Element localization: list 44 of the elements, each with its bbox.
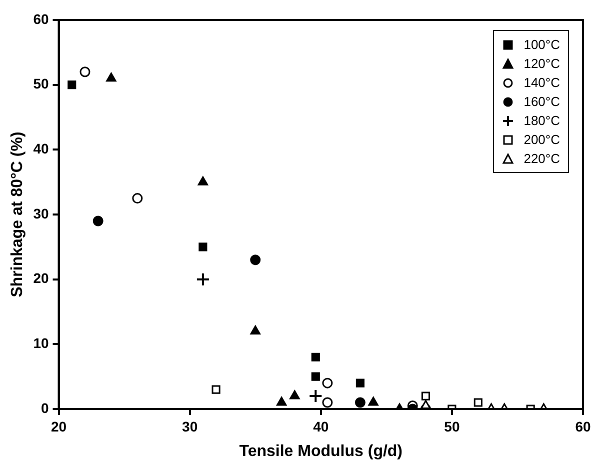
point <box>196 272 210 286</box>
x-tick-label: 40 <box>313 418 329 434</box>
y-tick-label: 40 <box>33 140 49 157</box>
legend-label: 160°C <box>524 94 560 109</box>
point <box>132 193 143 204</box>
point <box>290 390 300 400</box>
point <box>421 392 430 400</box>
legend-label: 100°C <box>524 37 560 52</box>
x-tick-label: 30 <box>182 418 198 434</box>
legend-label: 220°C <box>524 151 560 166</box>
legend-label: 120°C <box>524 56 560 71</box>
legend-label: 140°C <box>524 75 560 90</box>
x-tick-label: 60 <box>575 418 591 434</box>
point <box>356 378 364 388</box>
y-axis-title: Shrinkage at 80°C (%) <box>9 132 26 298</box>
x-axis-title: Tensile Modulus (g/d) <box>239 442 403 460</box>
point <box>92 216 104 226</box>
point <box>322 378 333 388</box>
point <box>250 325 260 334</box>
point <box>368 396 378 406</box>
point <box>308 389 323 404</box>
point <box>276 396 287 406</box>
point <box>474 398 482 407</box>
point <box>311 372 320 381</box>
point <box>311 352 320 362</box>
x-tick-label: 20 <box>50 418 67 434</box>
y-tick-label: 0 <box>40 400 49 416</box>
point <box>250 254 261 266</box>
y-tick-label: 20 <box>33 270 49 286</box>
point <box>198 242 208 252</box>
legend-label: 200°C <box>524 132 560 147</box>
point <box>354 397 366 408</box>
legend-label: 180°C <box>524 113 560 128</box>
point <box>106 72 116 82</box>
y-tick-label: 30 <box>33 205 49 222</box>
point <box>80 66 90 78</box>
x-tick-label: 50 <box>444 418 460 434</box>
y-tick-label: 60 <box>33 10 49 27</box>
point <box>198 176 208 186</box>
point <box>322 397 333 408</box>
point <box>212 385 220 394</box>
y-tick-label: 50 <box>33 76 49 92</box>
point <box>68 80 76 90</box>
y-tick-label: 10 <box>33 335 49 352</box>
